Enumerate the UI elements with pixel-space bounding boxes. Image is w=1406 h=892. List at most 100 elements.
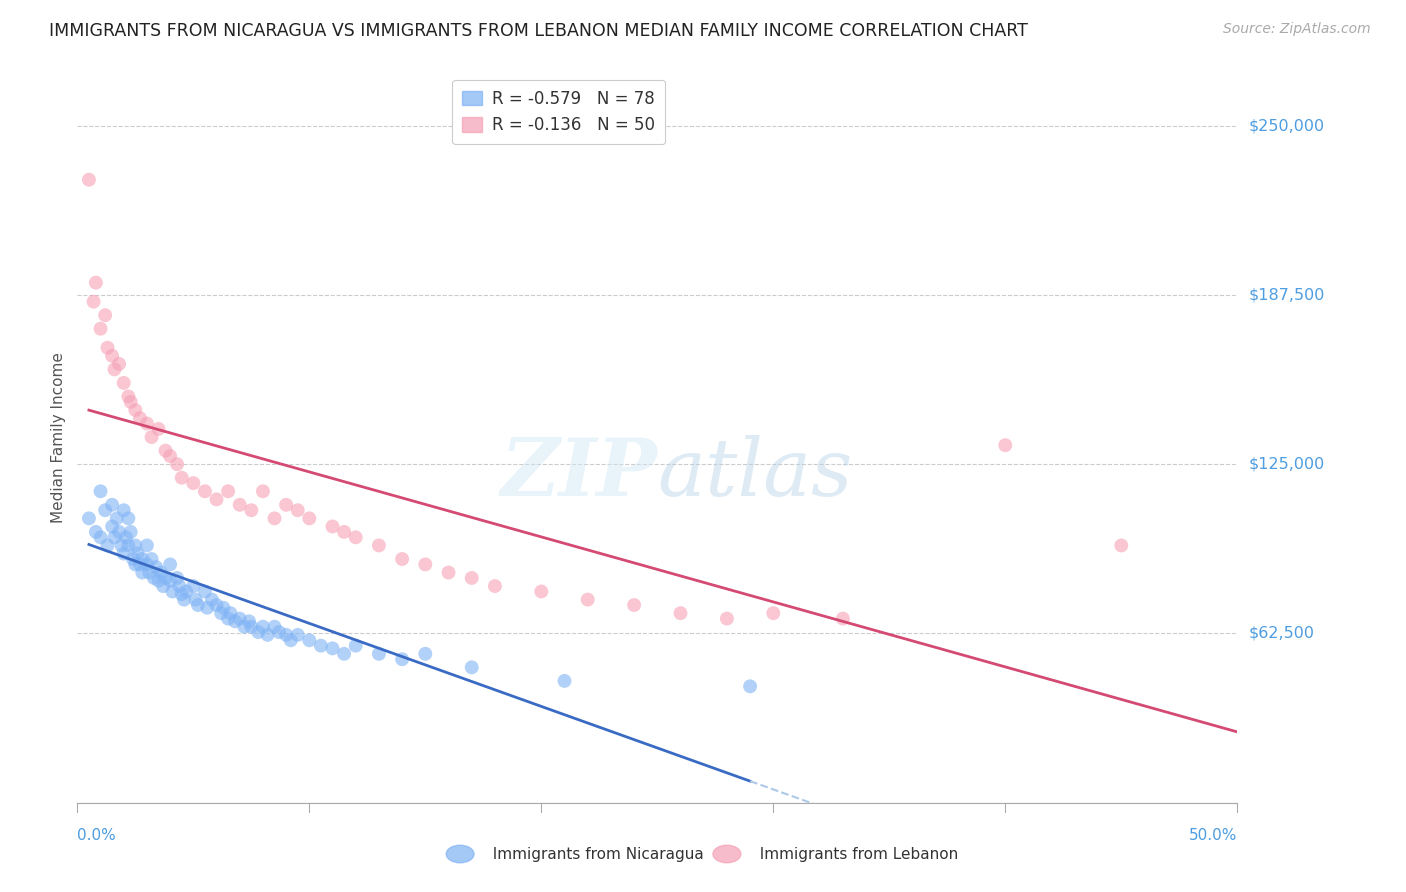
Point <box>138 566 160 580</box>
Point <box>152 579 174 593</box>
Point <box>108 524 131 539</box>
Point <box>122 552 145 566</box>
Point <box>108 357 131 371</box>
Point <box>623 598 645 612</box>
Point <box>170 587 193 601</box>
Point <box>183 579 205 593</box>
Point <box>832 611 855 625</box>
Point <box>84 524 107 539</box>
Point <box>90 530 111 544</box>
Point <box>159 449 181 463</box>
Point <box>159 558 181 572</box>
Point <box>212 600 235 615</box>
Point <box>333 647 356 661</box>
Point <box>184 592 207 607</box>
Point <box>159 574 181 588</box>
Y-axis label: Median Family Income: Median Family Income <box>51 351 66 523</box>
Point <box>217 611 239 625</box>
Text: 50.0%: 50.0% <box>1189 828 1237 843</box>
Point <box>217 484 239 499</box>
Text: ZIP: ZIP <box>501 435 658 512</box>
Point <box>129 411 152 425</box>
Point <box>155 571 177 585</box>
Point <box>117 538 139 552</box>
Text: Source: ZipAtlas.com: Source: ZipAtlas.com <box>1223 22 1371 37</box>
Point <box>321 641 344 656</box>
Point <box>110 538 132 552</box>
Point <box>101 498 124 512</box>
Point <box>112 376 135 390</box>
Point <box>101 349 124 363</box>
Point <box>716 611 738 625</box>
Point <box>195 600 218 615</box>
Point <box>129 558 152 572</box>
Point <box>344 530 367 544</box>
Point <box>740 679 762 693</box>
Point <box>252 620 274 634</box>
Point <box>576 592 599 607</box>
Point <box>321 519 344 533</box>
Point <box>135 538 157 552</box>
Point <box>103 362 125 376</box>
Point <box>461 660 484 674</box>
Point <box>391 552 413 566</box>
Point <box>233 620 256 634</box>
Point <box>280 633 302 648</box>
Point <box>96 538 118 552</box>
Point <box>240 503 263 517</box>
Point <box>176 584 198 599</box>
Point <box>391 652 413 666</box>
Point <box>112 503 135 517</box>
Text: atlas: atlas <box>658 435 852 512</box>
Point <box>105 511 128 525</box>
Point <box>201 592 224 607</box>
Point <box>131 566 153 580</box>
Point <box>117 389 139 403</box>
Point <box>166 457 188 471</box>
Point <box>183 476 205 491</box>
Point <box>124 403 146 417</box>
Point <box>141 552 163 566</box>
Point <box>437 566 460 580</box>
Point <box>484 579 506 593</box>
Circle shape <box>446 846 474 863</box>
Text: Immigrants from Lebanon: Immigrants from Lebanon <box>751 847 959 862</box>
Point <box>994 438 1017 452</box>
Point <box>127 547 149 561</box>
Point <box>461 571 484 585</box>
Point <box>101 519 124 533</box>
Point <box>170 471 193 485</box>
Point <box>120 395 142 409</box>
Point <box>103 530 125 544</box>
Point <box>368 538 391 552</box>
Point <box>194 484 217 499</box>
Point <box>205 598 228 612</box>
Point <box>368 647 391 661</box>
Point <box>333 524 356 539</box>
Point <box>148 574 170 588</box>
Text: IMMIGRANTS FROM NICARAGUA VS IMMIGRANTS FROM LEBANON MEDIAN FAMILY INCOME CORREL: IMMIGRANTS FROM NICARAGUA VS IMMIGRANTS … <box>49 22 1028 40</box>
Point <box>173 592 195 607</box>
Point <box>131 552 153 566</box>
Point <box>141 430 163 444</box>
Point <box>94 503 117 517</box>
Point <box>530 584 553 599</box>
Text: $250,000: $250,000 <box>1249 118 1324 133</box>
Point <box>224 615 246 629</box>
Point <box>90 322 111 336</box>
Point <box>1111 538 1133 552</box>
Point <box>83 294 105 309</box>
Text: $125,000: $125,000 <box>1249 457 1324 472</box>
Point <box>117 511 139 525</box>
Text: Immigrants from Nicaragua: Immigrants from Nicaragua <box>484 847 704 862</box>
Point <box>209 606 232 620</box>
Point <box>274 498 298 512</box>
Point <box>155 443 177 458</box>
Point <box>240 620 263 634</box>
Point <box>187 598 209 612</box>
Point <box>298 511 321 525</box>
Point <box>228 611 252 625</box>
Point <box>256 628 278 642</box>
Point <box>162 584 184 599</box>
Point <box>298 633 321 648</box>
